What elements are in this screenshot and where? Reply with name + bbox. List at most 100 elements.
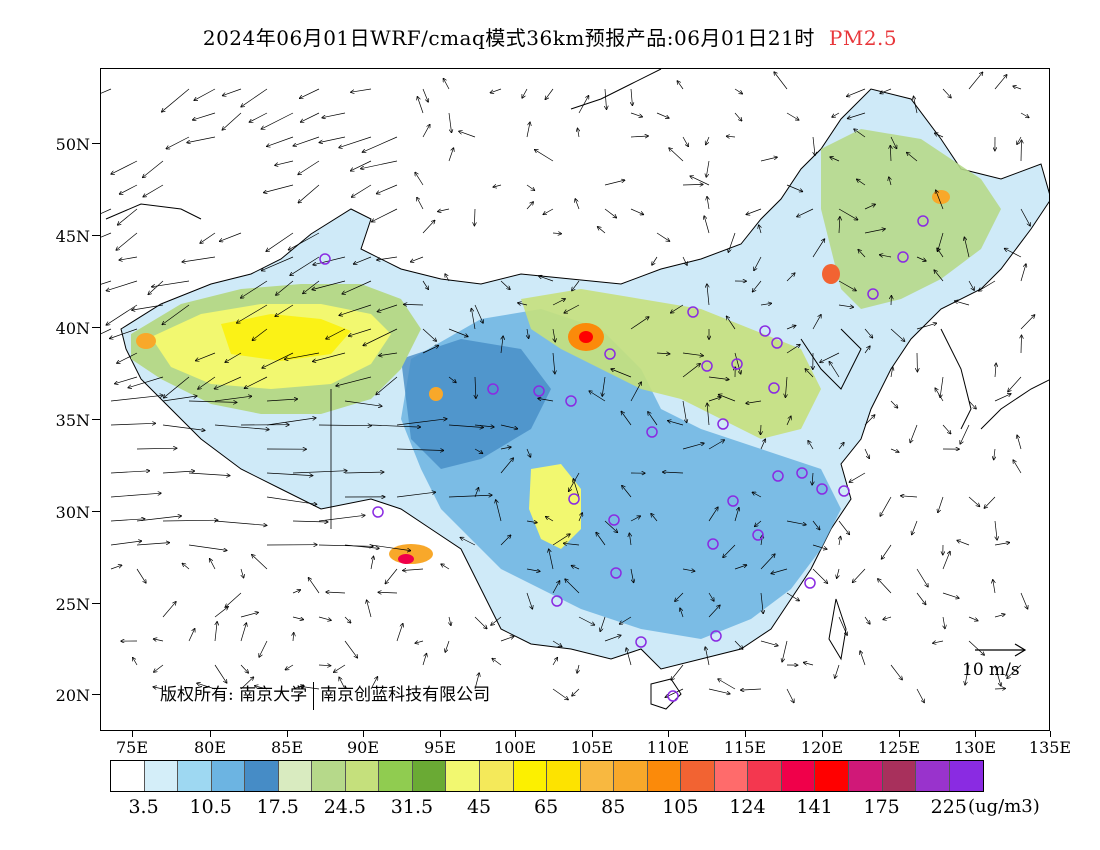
station-marker [710, 630, 722, 642]
wind-vector [492, 659, 502, 666]
wind-vector [719, 395, 736, 402]
wind-vector [474, 488, 479, 498]
wind-vector [110, 423, 155, 425]
colorbar-swatch-13 [547, 761, 581, 791]
station-marker [759, 325, 771, 337]
colorbar-label-12: 225 [930, 796, 967, 818]
wind-vector [133, 658, 138, 666]
lat-tick-5 [92, 603, 100, 604]
wind-vector [188, 544, 227, 550]
wind-vector [415, 172, 424, 186]
wind-vector [1005, 249, 1022, 258]
wind-vector [727, 316, 736, 330]
wind-vector [292, 521, 328, 522]
wind-vector [535, 150, 554, 162]
wind-vector [890, 664, 902, 680]
wind-vector [136, 448, 177, 449]
wind-vector [682, 256, 687, 265]
wind-vector [760, 439, 765, 450]
wind-vector [759, 225, 761, 234]
wind-vector [564, 304, 580, 313]
wind-vector [214, 520, 267, 525]
wind-vector [864, 346, 870, 354]
wind-vector [326, 328, 346, 339]
wind-vector [864, 616, 870, 624]
wind-vector [110, 541, 142, 546]
wind-vector [916, 568, 928, 587]
wind-vector [110, 471, 150, 474]
wind-vector [396, 449, 444, 451]
wind-vector [319, 136, 346, 143]
wind-vector [500, 458, 513, 474]
hotspot-tibet-core [398, 554, 414, 564]
wind-vector [682, 569, 695, 571]
wind-vector [225, 352, 242, 362]
wind-vector [804, 663, 814, 666]
station-marker [487, 383, 499, 395]
wind-vector [162, 88, 190, 112]
wind-vector [942, 424, 951, 434]
wind-vector [604, 520, 617, 532]
wind-vector [942, 88, 951, 98]
wind-vector [708, 376, 729, 380]
wind-vector [760, 303, 771, 305]
wind-vector [734, 508, 739, 522]
wind-vector [285, 664, 294, 670]
wind-vector [448, 112, 452, 133]
lon-tick-12 [1050, 731, 1051, 737]
wind-vector [968, 72, 983, 90]
wind-vector [883, 617, 892, 620]
wind-vector [162, 602, 176, 618]
wind-vector [241, 568, 244, 578]
lat-label-25n: 25N [55, 595, 90, 614]
lat-label-20n: 20N [55, 686, 90, 705]
wind-vector [938, 496, 944, 513]
wind-vector [449, 616, 451, 625]
lat-tick-2 [92, 327, 100, 328]
colorbar-label-2: 17.5 [256, 796, 299, 818]
wind-vector [786, 273, 795, 282]
station-marker [717, 418, 729, 430]
wind-vector [994, 394, 1011, 402]
station-marker [917, 215, 929, 227]
wind-vector [622, 486, 632, 498]
colorbar-swatch-0 [111, 761, 145, 791]
wind-vector [448, 424, 483, 428]
wind-vector [1013, 460, 1022, 474]
colorbar-swatch-25 [949, 761, 984, 791]
colorbar-swatch-17 [681, 761, 715, 791]
wind-vector [994, 664, 1001, 686]
wind-vector [298, 184, 320, 203]
wind-vector [829, 362, 840, 378]
wind-vector [890, 448, 899, 452]
wind-vector [193, 112, 216, 120]
colorbar-swatch-14 [580, 761, 615, 791]
wind-vector [101, 328, 112, 335]
wind-vector [629, 533, 631, 546]
station-marker [319, 253, 331, 265]
wind-vector [890, 146, 891, 162]
wind-vector [289, 232, 320, 250]
wind-vector [110, 328, 138, 339]
wind-vector [448, 148, 454, 162]
wind-vector [214, 396, 252, 402]
wind-vector [652, 256, 658, 265]
wind-vector [830, 157, 840, 162]
wind-vector [276, 280, 294, 295]
wind-vector [312, 280, 346, 290]
lat-tick-1 [92, 235, 100, 236]
wind-vector [240, 612, 258, 618]
wind-vector [214, 424, 269, 430]
wind-vector [630, 208, 643, 215]
wind-vector [669, 148, 684, 162]
wind-vector [630, 112, 642, 117]
colorbar-label-6: 65 [534, 796, 559, 818]
wind-vector [602, 376, 606, 396]
station-marker [897, 251, 909, 263]
wind-vector [198, 376, 216, 389]
wind-vector [300, 686, 320, 690]
wind-vector [882, 544, 892, 559]
wind-vector [526, 448, 531, 457]
wind-vector [546, 517, 554, 522]
wind-vector [500, 280, 510, 289]
